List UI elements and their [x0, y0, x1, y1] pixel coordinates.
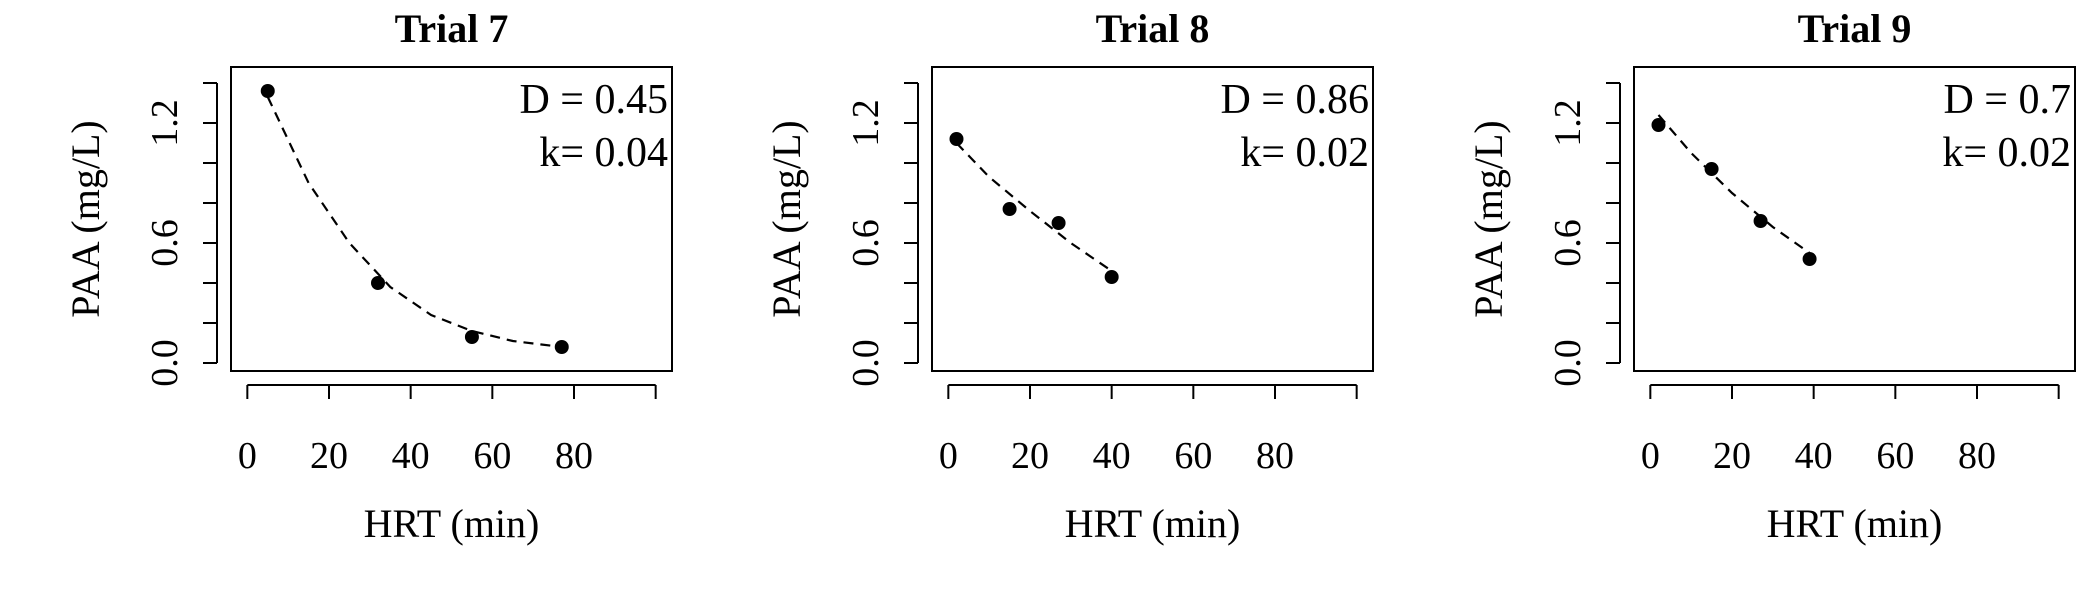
y-axis-label: PAA (mg/L): [63, 120, 108, 317]
chart-title: Trial 8: [1096, 6, 1210, 51]
x-tick-label: 60: [1876, 435, 1914, 477]
data-point: [1651, 118, 1666, 132]
x-tick-label: 80: [1256, 435, 1294, 477]
y-axis-label: PAA (mg/L): [764, 120, 809, 317]
y-tick-label: 1.2: [144, 99, 186, 147]
x-tick-label: 80: [1958, 435, 1996, 477]
data-point: [1704, 162, 1719, 176]
data-point: [1104, 270, 1119, 284]
chart-panel-2: Trial 8 0 20 40 60 80 HRT (min) 0.0 0.6 1.2 PAA (m…: [764, 6, 1374, 546]
data-point: [260, 84, 275, 98]
data-point: [371, 276, 385, 290]
y-tick-label: 1.2: [1547, 99, 1589, 147]
plot-frame: [931, 66, 1374, 372]
x-tick-label: 0: [1641, 435, 1660, 477]
y-tick-label: 0.6: [845, 219, 887, 267]
annotation-d-value: D = 0.86: [1220, 77, 1369, 123]
x-tick-label: 40: [1093, 435, 1131, 477]
data-point: [1002, 202, 1017, 216]
plot-frame: [1633, 66, 2076, 372]
x-tick-label: 0: [238, 435, 257, 477]
y-tick-label: 0.0: [845, 339, 887, 387]
data-point: [949, 132, 964, 146]
x-tick-label: 20: [1713, 435, 1751, 477]
annotation-d-value: D = 0.7: [1943, 77, 2071, 123]
x-tick-label: 60: [1174, 435, 1212, 477]
data-point: [1051, 216, 1066, 230]
y-tick-label: 0.6: [144, 219, 186, 267]
chart-panel-1: Trial 7 0 20 40 60 80 HRT (min) 0.0 0.6 1.2 PAA (m…: [63, 6, 673, 546]
data-point: [1753, 214, 1768, 228]
x-tick-label: 60: [473, 435, 511, 477]
y-tick-label: 0.6: [1547, 219, 1589, 267]
x-tick-label: 20: [310, 435, 348, 477]
annotation-k-value: k= 0.02: [1942, 130, 2071, 176]
data-point: [1802, 252, 1817, 266]
x-axis-label: HRT (min): [1065, 501, 1241, 546]
chart-title: Trial 7: [395, 6, 509, 51]
annotation-d-value: D = 0.45: [519, 77, 668, 123]
y-tick-label: 0.0: [144, 339, 186, 387]
data-point: [464, 330, 479, 344]
y-tick-label: 0.0: [1547, 339, 1589, 387]
x-tick-label: 80: [555, 435, 593, 477]
fit-curve-line: [955, 142, 1113, 272]
x-tick-label: 20: [1011, 435, 1049, 477]
annotation-k-value: k= 0.04: [539, 130, 668, 176]
x-tick-label: 40: [1795, 435, 1833, 477]
fit-curve-line: [266, 96, 562, 349]
chart-panel-3: Trial 9 0 20 40 60 80 HRT (min) 0.0 0.6 1.2 PAA (m…: [1466, 6, 2076, 546]
fit-curve-line: [1657, 114, 1811, 254]
y-tick-label: 1.2: [845, 99, 887, 147]
x-axis-label: HRT (min): [1767, 501, 1943, 546]
x-tick-label: 40: [392, 435, 430, 477]
plot-frame: [230, 66, 673, 372]
annotation-k-value: k= 0.02: [1240, 130, 1369, 176]
chart-title: Trial 9: [1798, 6, 1912, 51]
x-axis-label: HRT (min): [364, 501, 540, 546]
y-axis-label: PAA (mg/L): [1466, 120, 1511, 317]
data-point: [554, 340, 569, 354]
x-tick-label: 0: [939, 435, 958, 477]
